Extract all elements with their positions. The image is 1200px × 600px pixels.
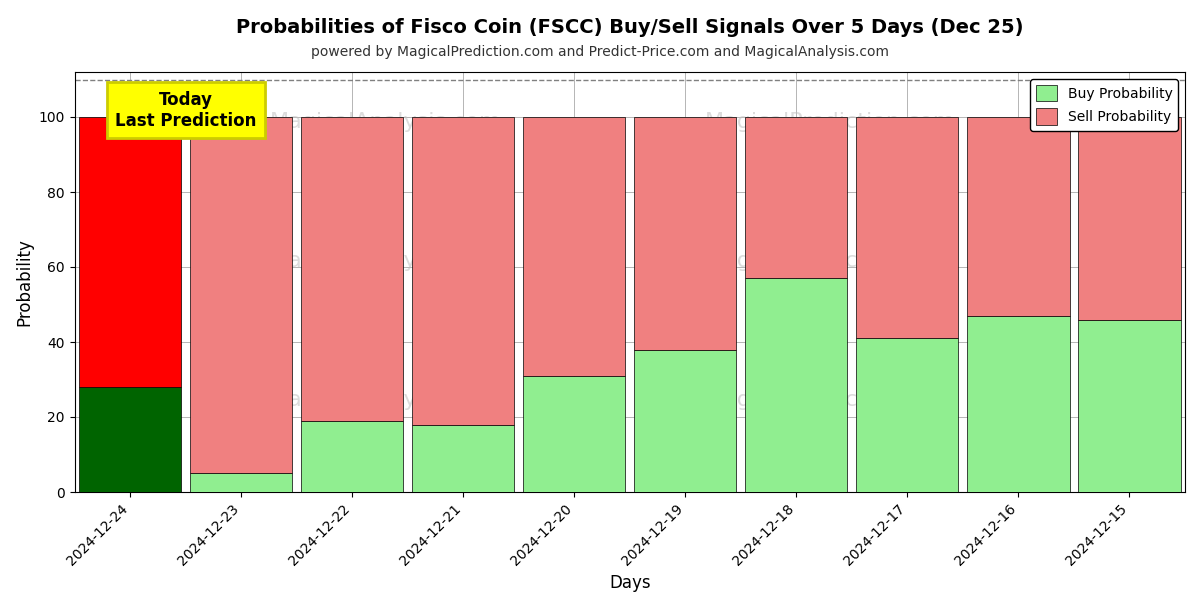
- Bar: [190, 117, 293, 473]
- Text: MagicalAnalysis.com: MagicalAnalysis.com: [270, 112, 502, 133]
- Bar: [745, 117, 847, 278]
- Text: MagicalPrediction.com: MagicalPrediction.com: [704, 389, 955, 410]
- Bar: [1079, 319, 1181, 492]
- Bar: [967, 316, 1069, 492]
- Text: MagicalAnalysis.com: MagicalAnalysis.com: [270, 251, 502, 271]
- X-axis label: Days: Days: [610, 574, 650, 592]
- Bar: [1079, 117, 1181, 319]
- Bar: [635, 117, 737, 349]
- Bar: [190, 473, 293, 492]
- Bar: [745, 278, 847, 492]
- Text: MagicalAnalysis.com: MagicalAnalysis.com: [270, 389, 502, 410]
- Bar: [857, 117, 959, 338]
- Title: Probabilities of Fisco Coin (FSCC) Buy/Sell Signals Over 5 Days (Dec 25): Probabilities of Fisco Coin (FSCC) Buy/S…: [236, 18, 1024, 37]
- Legend: Buy Probability, Sell Probability: Buy Probability, Sell Probability: [1030, 79, 1178, 131]
- Bar: [412, 424, 515, 492]
- Text: MagicalPrediction.com: MagicalPrediction.com: [704, 112, 955, 133]
- Bar: [79, 387, 181, 492]
- Bar: [967, 117, 1069, 316]
- Bar: [412, 117, 515, 424]
- Bar: [523, 376, 625, 492]
- Bar: [635, 349, 737, 492]
- Bar: [301, 421, 403, 492]
- Bar: [857, 338, 959, 492]
- Text: MagicalPrediction.com: MagicalPrediction.com: [704, 251, 955, 271]
- Y-axis label: Probability: Probability: [16, 238, 34, 326]
- Bar: [523, 117, 625, 376]
- Bar: [79, 117, 181, 387]
- Text: powered by MagicalPrediction.com and Predict-Price.com and MagicalAnalysis.com: powered by MagicalPrediction.com and Pre…: [311, 45, 889, 59]
- Bar: [301, 117, 403, 421]
- Text: Today
Last Prediction: Today Last Prediction: [115, 91, 257, 130]
